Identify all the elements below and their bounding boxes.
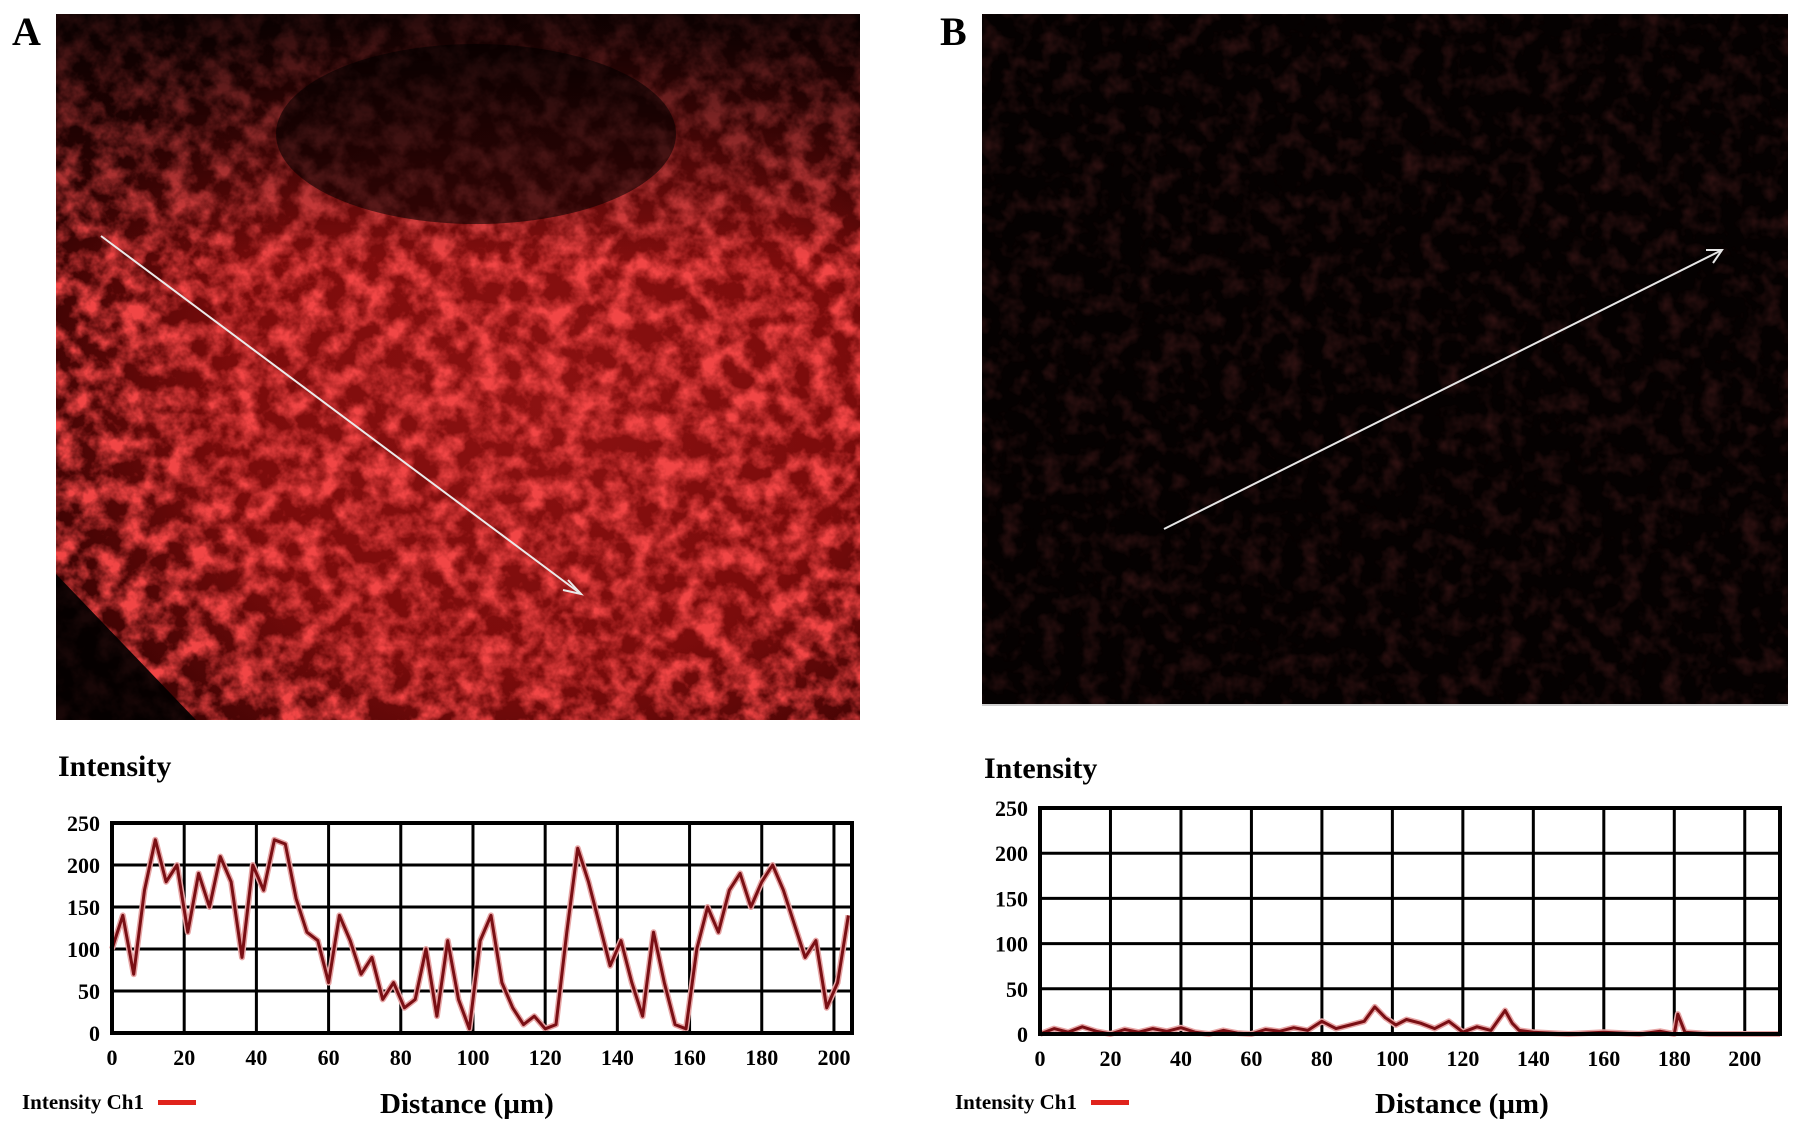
y-tick-label: 50 — [1006, 977, 1028, 1002]
y-tick-label: 0 — [89, 1021, 100, 1046]
plot-frame — [1038, 806, 1782, 1036]
y-tick-label: 0 — [1017, 1022, 1028, 1047]
x-tick-label: 80 — [390, 1045, 412, 1070]
x-tick-label: 180 — [1658, 1046, 1691, 1071]
x-tick-label: 100 — [456, 1045, 489, 1070]
intensity-title-b: Intensity — [984, 752, 1098, 785]
y-tick-label: 200 — [995, 841, 1028, 866]
x-tick-label: 200 — [1728, 1046, 1761, 1071]
x-tick-label: 60 — [1240, 1046, 1262, 1071]
chart-a-frame — [110, 821, 854, 1035]
x-tick-label: 20 — [1099, 1046, 1121, 1071]
x-axis-label-b: Distance (µm) — [1375, 1088, 1549, 1120]
micrograph-a-image — [56, 14, 860, 720]
legend-a-label: Intensity Ch1 — [22, 1090, 144, 1114]
x-tick-label: 0 — [107, 1045, 118, 1070]
series-halo — [109, 836, 852, 1032]
x-tick-label: 40 — [245, 1045, 267, 1070]
arrow-head-b — [1706, 249, 1724, 264]
x-tick-label: 40 — [1170, 1046, 1192, 1071]
y-tick-label: 150 — [995, 886, 1028, 911]
panel-a-label: A — [12, 9, 41, 54]
x-tick-label: 160 — [673, 1045, 706, 1070]
x-tick-label: 160 — [1587, 1046, 1620, 1071]
legend-a: Intensity Ch1 — [22, 1090, 196, 1115]
y-tick-label: 50 — [78, 979, 100, 1004]
legend-b-swatch — [1090, 1100, 1129, 1105]
x-tick-label: 180 — [745, 1045, 778, 1070]
x-tick-label: 140 — [601, 1045, 634, 1070]
y-tick-label: 100 — [67, 937, 100, 962]
legend-b-label: Intensity Ch1 — [955, 1090, 1077, 1114]
chart-b-ticks: 0 20 40 60 80 100 120 140 160 180 200 0 50 100 150 200 2… — [995, 796, 1761, 1071]
x-tick-label: 120 — [1446, 1046, 1479, 1071]
x-tick-label: 20 — [173, 1045, 195, 1070]
legend-b: Intensity Ch1 — [955, 1090, 1129, 1115]
y-tick-label: 200 — [67, 853, 100, 878]
micrograph-a — [56, 14, 860, 720]
series-line-intensity-ch1 — [1039, 1005, 1780, 1036]
arrow-head-a — [562, 579, 584, 596]
series-line-intensity-ch1 — [110, 838, 850, 1031]
y-tick-label: 250 — [995, 796, 1028, 821]
legend-a-swatch — [157, 1100, 196, 1105]
y-tick-label: 250 — [67, 811, 100, 836]
chart-a-ticks: 0 20 40 60 80 100 120 140 160 180 200 0 50 100 150 200 2… — [67, 811, 850, 1070]
chart-b-grid — [1038, 806, 1780, 1036]
x-tick-label: 80 — [1311, 1046, 1333, 1071]
micrograph-b — [982, 14, 1788, 706]
line-profile-arrow-a — [100, 235, 582, 595]
series-halo — [1038, 1003, 1780, 1037]
micrograph-b-image — [982, 14, 1788, 706]
plot-frame — [110, 821, 854, 1035]
intensity-title-a: Intensity — [58, 750, 172, 783]
chart-a-series — [109, 836, 852, 1032]
y-tick-label: 100 — [995, 932, 1028, 957]
x-tick-label: 60 — [318, 1045, 340, 1070]
x-tick-label: 0 — [1035, 1046, 1046, 1071]
panel-b-label: B — [940, 9, 967, 54]
chart-b-series — [1038, 1003, 1780, 1037]
x-tick-label: 120 — [529, 1045, 562, 1070]
line-profile-arrow-b — [1163, 249, 1723, 530]
y-tick-label: 150 — [67, 895, 100, 920]
x-tick-label: 200 — [817, 1045, 850, 1070]
x-tick-label: 100 — [1376, 1046, 1409, 1071]
x-axis-label-a: Distance (µm) — [380, 1088, 554, 1120]
chart-b-frame — [1038, 806, 1782, 1036]
x-tick-label: 140 — [1517, 1046, 1550, 1071]
chart-a-grid — [110, 821, 852, 1035]
